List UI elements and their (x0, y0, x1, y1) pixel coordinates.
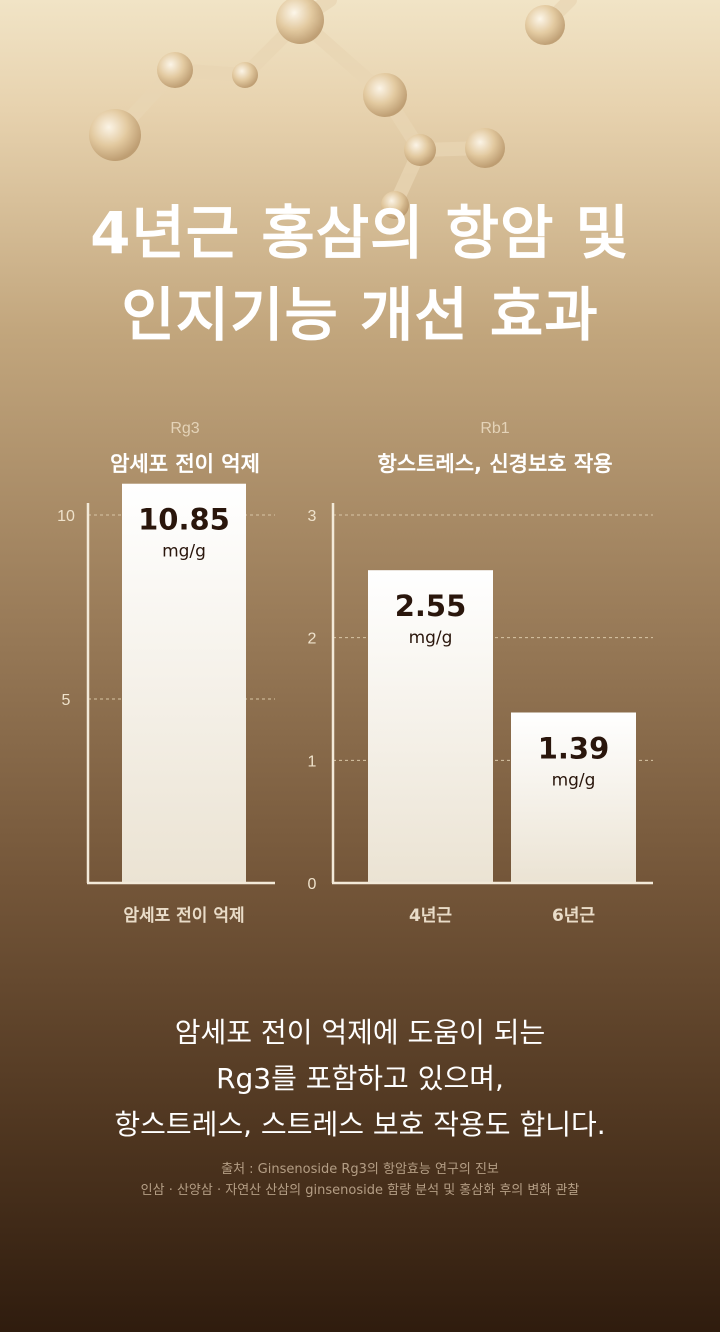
y-tick-label: 10 (57, 508, 75, 525)
molecule-decoration-icon (89, 0, 577, 219)
y-tick-label: 5 (62, 692, 71, 709)
bar-charts: 5 10 10.85 mg/g 암세포 전이 억제 0 1 2 3 2.55 mg/g 4년근 1.3… (57, 483, 653, 926)
chart-2: 0 1 2 3 2.55 mg/g 4년근 1.39 mg/g 6년근 (308, 503, 653, 926)
bar-value-label: 10.85 (138, 503, 230, 537)
chart-2-subtitle: Rb1 (480, 420, 510, 437)
bar-unit-label: mg/g (409, 628, 453, 648)
bar-value-label: 1.39 (538, 731, 610, 765)
bar (511, 712, 636, 883)
x-category-label: 4년근 (409, 906, 452, 926)
chart-2-title: 항스트레스, 신경보호 작용 (377, 452, 613, 476)
y-tick-label: 1 (308, 753, 317, 770)
chart-1-title: 암세포 전이 억제 (110, 452, 260, 476)
y-tick-label: 3 (308, 508, 317, 525)
source-line-2: 인삼 · 산양삼 · 자연산 산삼의 ginsenoside 함량 분석 및 홍… (140, 1183, 580, 1198)
headline-line-1: 4년근 홍삼의 항암 및 (90, 199, 630, 267)
bar (122, 483, 246, 883)
bar-unit-label: mg/g (162, 542, 206, 562)
bar-value-label: 2.55 (395, 589, 467, 623)
body-text-line-1: 암세포 전이 억제에 도움이 되는 (174, 1016, 546, 1049)
bar-unit-label: mg/g (552, 770, 596, 790)
x-category-label: 암세포 전이 억제 (123, 906, 244, 926)
body-text-line-3: 항스트레스, 스트레스 보호 작용도 합니다. (114, 1108, 606, 1141)
headline-line-2: 인지기능 개선 효과 (121, 281, 599, 349)
chart-1-subtitle: Rg3 (170, 420, 200, 437)
x-category-label: 6년근 (552, 906, 595, 926)
body-text-line-2: Rg3를 포함하고 있으며, (216, 1062, 504, 1095)
bar (368, 570, 493, 883)
y-tick-label: 0 (308, 876, 317, 893)
source-line-1: 출처 : Ginsenoside Rg3의 항암효능 연구의 진보 (221, 1162, 499, 1177)
y-tick-label: 2 (308, 631, 317, 648)
chart-1: 5 10 10.85 mg/g 암세포 전이 억제 (57, 483, 275, 926)
